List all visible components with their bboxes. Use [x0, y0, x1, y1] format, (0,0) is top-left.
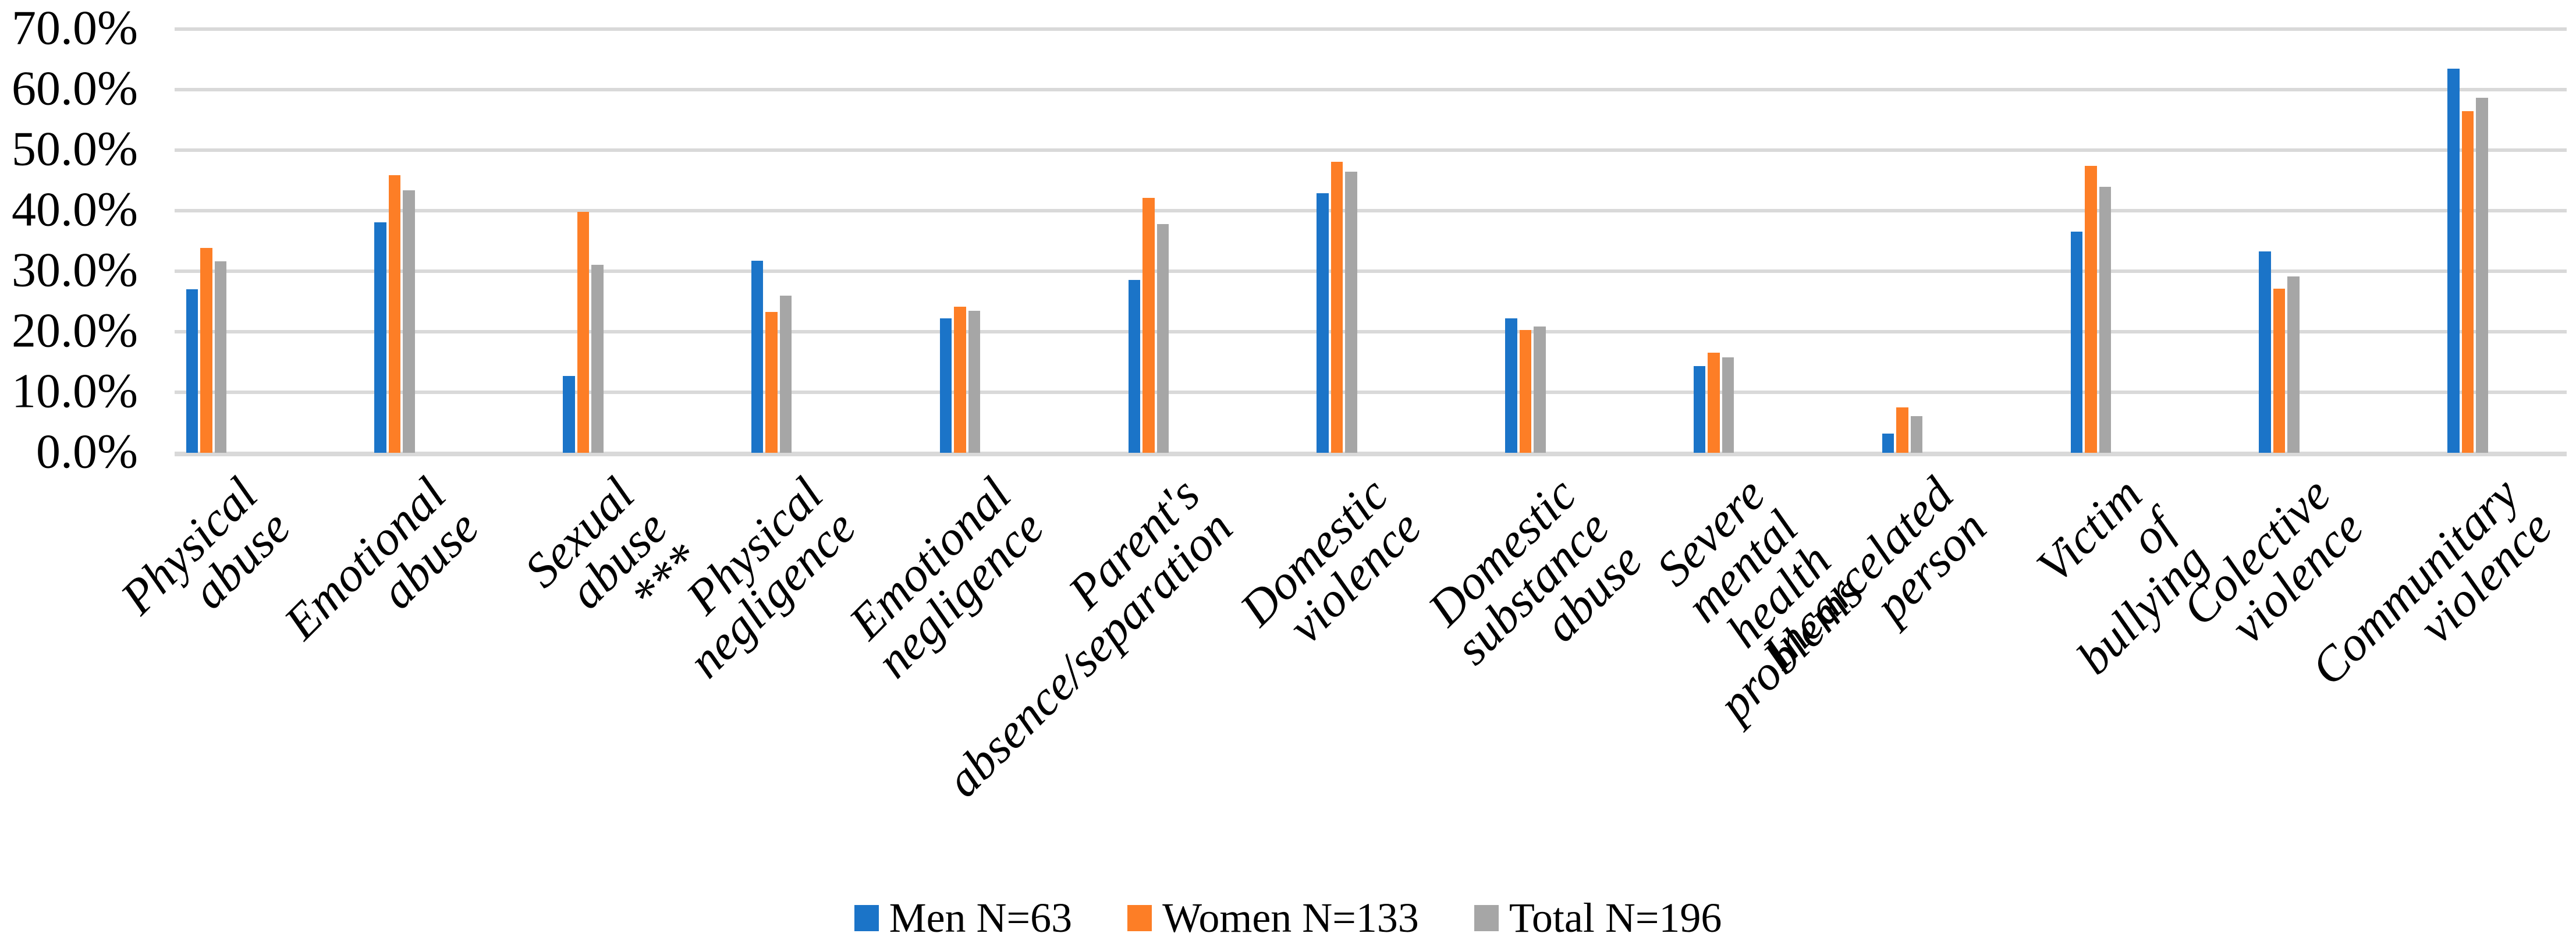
- x-category-label-domestic-substance-abuse: Domestic substance abuse: [1418, 467, 1653, 675]
- y-tick-label-50: 50.0%: [12, 122, 138, 176]
- legend: Men N=63 Women N=133 Total N=196: [0, 894, 2576, 942]
- bar-men-incarcelated-person: [1882, 433, 1894, 453]
- gridline: [175, 391, 2567, 394]
- bar-men-emotional-negligence: [939, 318, 952, 453]
- bar-men-physical-negligence: [751, 261, 764, 453]
- bar-women-colective-violence: [2273, 289, 2286, 453]
- legend-label-women: Women N=133: [1162, 895, 1419, 941]
- bar-women-sexual-abuse: [577, 212, 590, 453]
- bar-total-domestic-substance-abuse: [1534, 326, 1546, 453]
- bar-total-incarcelated-person: [1910, 416, 1923, 453]
- bar-women-parent-s-absence-separation: [1142, 198, 1155, 453]
- gridline: [175, 209, 2567, 212]
- bar-men-colective-violence: [2259, 251, 2271, 453]
- y-tick-label-20: 20.0%: [12, 303, 138, 358]
- bar-men-domestic-violence: [1317, 193, 1329, 453]
- bar-total-emotional-abuse: [403, 190, 415, 453]
- bar-total-colective-violence: [2287, 276, 2300, 453]
- bar-women-domestic-substance-abuse: [1519, 329, 1532, 453]
- legend-label-men: Men N=63: [889, 895, 1073, 941]
- y-tick-label-60: 60.0%: [12, 61, 138, 116]
- bar-women-domestic-violence: [1330, 161, 1343, 453]
- x-category-label-physical-abuse: Physical abuse: [110, 467, 301, 625]
- y-tick-label-70: 70.0%: [12, 1, 138, 55]
- legend-swatch-women-icon: [1127, 905, 1152, 931]
- bar-women-emotional-abuse: [388, 175, 401, 453]
- bar-women-physical-abuse: [200, 248, 212, 453]
- gridline: [175, 27, 2567, 31]
- bar-women-emotional-negligence: [954, 307, 966, 453]
- y-tick-label-10: 10.0%: [12, 364, 138, 418]
- bar-men-physical-abuse: [186, 289, 198, 453]
- gridline: [175, 330, 2567, 333]
- bar-total-physical-abuse: [214, 261, 226, 453]
- legend-item-men: Men N=63: [854, 894, 1073, 942]
- bar-men-parent-s-absence-separation: [1128, 279, 1140, 453]
- bar-total-domestic-violence: [1345, 172, 1357, 453]
- bar-men-sexual-abuse: [563, 375, 575, 453]
- legend-item-total: Total N=196: [1474, 894, 1722, 942]
- y-tick-label-40: 40.0%: [12, 182, 138, 237]
- bar-men-domestic-substance-abuse: [1505, 318, 1517, 453]
- bar-total-emotional-negligence: [968, 310, 981, 453]
- x-category-label-domestic-violence: Domestic violence: [1229, 467, 1432, 654]
- gridline: [175, 88, 2567, 91]
- gridline: [175, 148, 2567, 152]
- legend-item-women: Women N=133: [1127, 894, 1419, 942]
- legend-swatch-total-icon: [1474, 905, 1499, 931]
- bar-men-emotional-abuse: [374, 222, 386, 453]
- x-category-label-emotional-abuse: Emotional abuse: [274, 467, 489, 650]
- bar-women-incarcelated-person: [1896, 407, 1908, 453]
- bar-total-communitary-violence: [2476, 97, 2488, 453]
- bar-men-communitary-violence: [2447, 68, 2460, 453]
- bar-total-severe-mental-health-problems: [1722, 357, 1734, 453]
- legend-swatch-men-icon: [854, 905, 879, 931]
- bar-women-victim-of-bullying: [2085, 166, 2097, 453]
- x-axis-line: [175, 452, 2567, 456]
- bar-total-parent-s-absence-separation: [1156, 223, 1169, 453]
- bar-men-victim-of-bullying: [2070, 232, 2082, 453]
- bar-men-severe-mental-health-problems: [1693, 366, 1706, 453]
- bar-women-physical-negligence: [765, 311, 778, 453]
- bar-women-severe-mental-health-problems: [1708, 353, 1720, 453]
- x-category-label-victim-of-bullying: Victim of bullying: [2026, 467, 2218, 685]
- y-tick-label-0: 0.0%: [36, 424, 138, 479]
- bar-total-sexual-abuse: [591, 264, 604, 453]
- bar-women-communitary-violence: [2461, 111, 2474, 453]
- bar-total-victim-of-bullying: [2099, 187, 2111, 453]
- bar-total-physical-negligence: [779, 295, 792, 453]
- y-tick-label-30: 30.0%: [12, 243, 138, 297]
- legend-label-total: Total N=196: [1509, 895, 1722, 941]
- gridline: [175, 269, 2567, 273]
